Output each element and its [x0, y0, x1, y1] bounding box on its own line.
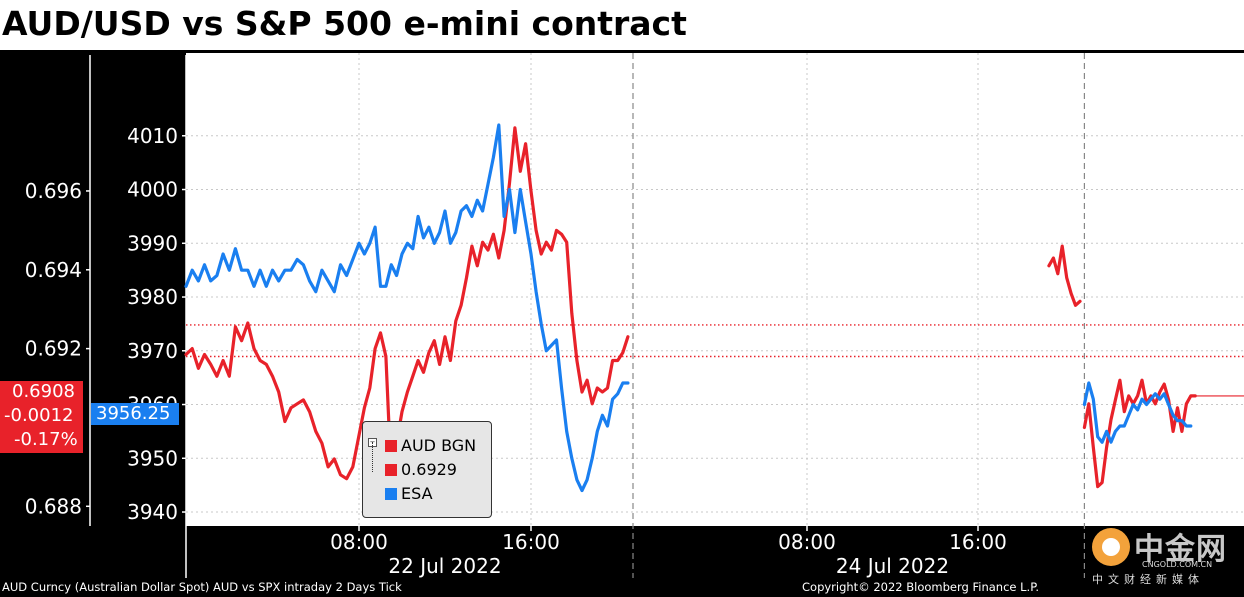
watermark-name: 中金网 [1134, 532, 1227, 567]
legend-entry-aud: AUD BGN [385, 436, 476, 455]
chart-title: AUD/USD vs S&P 500 e-mini contract [2, 4, 687, 43]
x-axis-tick-label: 16:00 [502, 530, 560, 554]
left-axis-tick-label: 0.692 [25, 337, 82, 361]
aud-series-line [184, 126, 630, 481]
right-axis-panel [90, 50, 186, 580]
left-axis-tick-label: 0.696 [25, 179, 82, 203]
aud-series-line [1047, 244, 1082, 307]
legend-swatch-aud [385, 440, 397, 452]
esa-last-price: 3956.25 [96, 403, 171, 424]
right-axis-tick-label: 3940 [127, 500, 178, 524]
esa-last-price-tag [91, 403, 179, 425]
aud-change-pct: -0.17% [14, 429, 78, 450]
legend-entry-aud-ref: 0.6929 [385, 460, 457, 479]
watermark-logo-icon [1092, 528, 1130, 566]
aud-last-price: 0.6908 [12, 381, 75, 402]
legend-swatch-esa [385, 488, 397, 500]
watermark-url: CNGOLD.COM.CN [1142, 560, 1213, 569]
aud-change: -0.0012 [4, 405, 74, 426]
footer-source: AUD Curncy (Australian Dollar Spot) AUD … [2, 580, 402, 594]
legend-label-aud: AUD BGN [401, 436, 477, 455]
right-axis-tick-label: 4000 [127, 178, 178, 202]
legend-swatch-aud-ref [385, 464, 397, 476]
x-axis-date-label: 24 Jul 2022 [836, 554, 949, 578]
legend-tree-line [372, 442, 380, 472]
esa-series-line [1082, 381, 1193, 444]
aud-series-line [1082, 378, 1197, 489]
right-axis-tick-label: 3990 [127, 231, 178, 255]
x-axis-tick-label: 16:00 [949, 530, 1007, 554]
plot-area [186, 53, 1244, 526]
esa-series-line [184, 123, 630, 493]
footer-copyright: Copyright© 2022 Bloomberg Finance L.P. [802, 580, 1039, 594]
legend-entry-esa: ESA [385, 484, 433, 503]
right-axis-tick-label: 3980 [127, 285, 178, 309]
x-axis-date-label: 22 Jul 2022 [388, 554, 501, 578]
right-axis-tick-label: 3950 [127, 446, 178, 470]
watermark-subtitle: 中文财经新媒体 [1092, 573, 1204, 586]
left-axis-tick-label: 0.688 [25, 494, 82, 518]
x-axis-panel [186, 526, 1244, 580]
aud-last-price-tag [0, 381, 83, 453]
right-axis-tick-label: 4010 [127, 124, 178, 148]
left-axis-panel [0, 50, 90, 580]
x-axis-tick-label: 08:00 [330, 530, 388, 554]
title-bar: AUD/USD vs S&P 500 e-mini contract [0, 0, 1244, 50]
right-axis-tick-label: 3970 [127, 339, 178, 363]
legend-label-esa: ESA [401, 484, 433, 503]
legend-label-aud-ref: 0.6929 [401, 460, 457, 479]
watermark: 中金网 CNGOLD.COM.CN 中文财经新媒体 [1088, 524, 1244, 588]
chart-legend: − AUD BGN 0.6929 ESA [362, 421, 492, 518]
left-axis-tick-label: 0.694 [25, 258, 82, 282]
x-axis-tick-label: 08:00 [778, 530, 836, 554]
